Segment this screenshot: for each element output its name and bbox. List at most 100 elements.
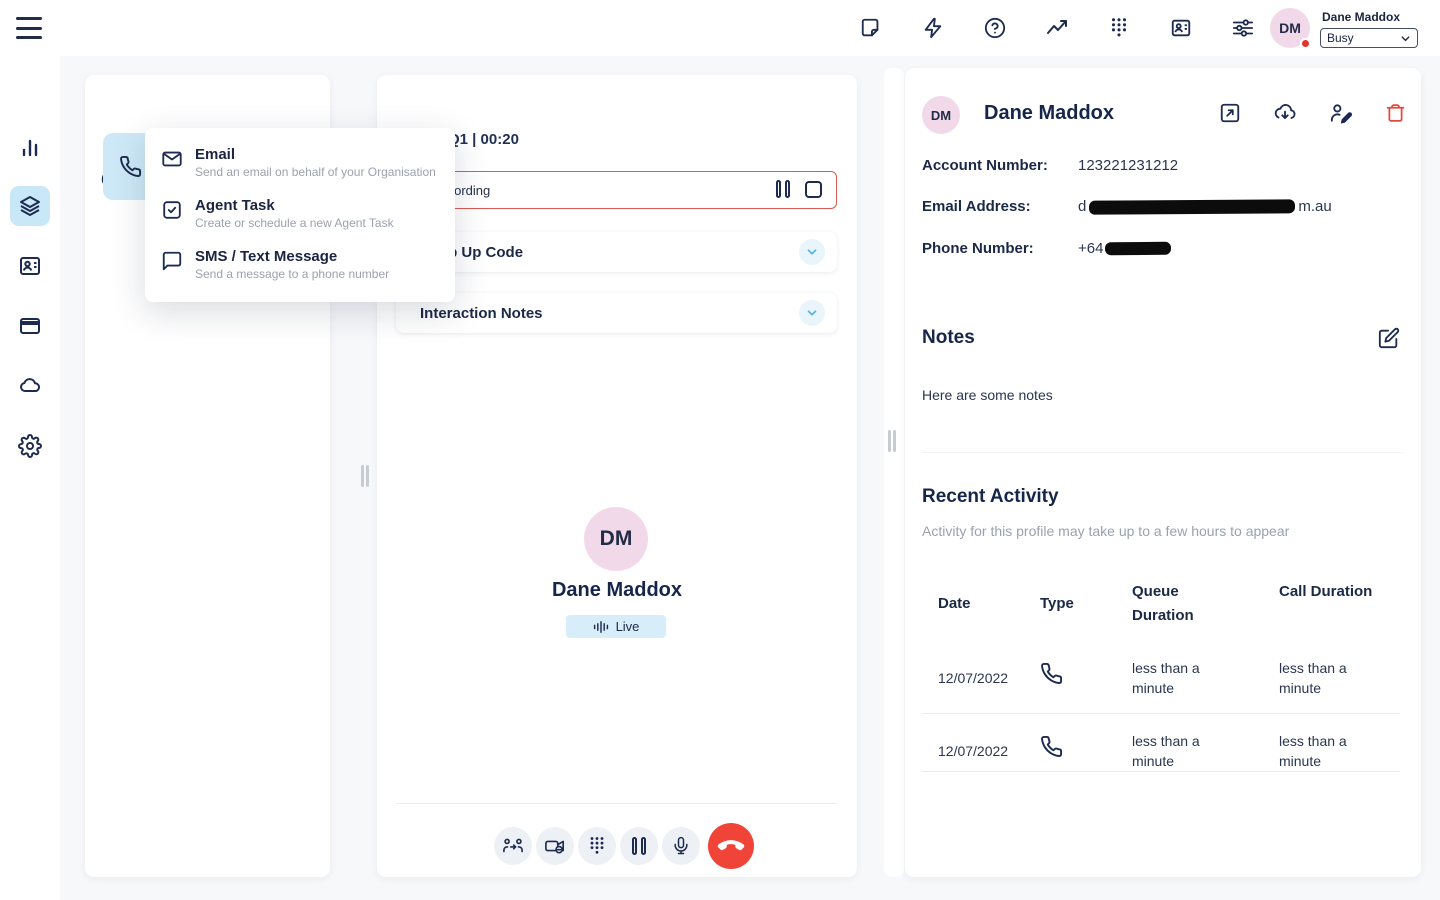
gear-icon — [18, 434, 42, 458]
pause-recording-button[interactable] — [776, 180, 790, 198]
menu-item-sms[interactable]: SMS / Text Message Send a message to a p… — [145, 239, 455, 290]
phone-call-icon — [1040, 735, 1063, 758]
menu-item-label: SMS / Text Message — [195, 248, 338, 265]
resize-handle-left[interactable] — [361, 465, 369, 487]
camera-minus-icon — [545, 840, 565, 854]
phone-number-row: Phone Number: +64 — [922, 240, 1402, 257]
column-header-date: Date — [938, 595, 971, 612]
user-name: Dane Maddox — [1322, 10, 1401, 24]
sidebar-item-contacts[interactable] — [10, 246, 50, 286]
status-select[interactable]: Busy — [1320, 28, 1418, 48]
topbar-icon-row — [859, 0, 1255, 56]
dialpad-button[interactable] — [578, 827, 616, 865]
add-task-menu: Email Send an email on behalf of your Or… — [145, 128, 455, 302]
top-bar: DM Dane Maddox Busy — [0, 0, 1440, 56]
live-badge-label: Live — [615, 619, 640, 634]
hold-call-button[interactable] — [620, 827, 658, 865]
recent-activity-subtitle: Activity for this profile may take up to… — [922, 523, 1290, 539]
wrap-up-code-accordion[interactable]: Wrap Up Code — [396, 232, 837, 272]
sidebar-item-cloud[interactable] — [10, 366, 50, 406]
phone-number-label: Phone Number: — [922, 240, 1034, 257]
edit-notes-button[interactable] — [1378, 327, 1402, 351]
presence-dot — [1300, 38, 1311, 49]
menu-item-email[interactable]: Email Send an email on behalf of your Or… — [145, 137, 455, 188]
call-contact-name: Dane Maddox — [551, 579, 683, 601]
account-number-row: Account Number: 123221231212 — [922, 157, 1402, 174]
open-external-icon — [1220, 103, 1240, 123]
menu-item-label: Email — [195, 146, 236, 163]
line-chart-icon[interactable] — [1045, 16, 1069, 40]
panel-gutter — [884, 68, 904, 877]
redaction-bar — [1089, 198, 1296, 215]
row-divider — [922, 771, 1400, 772]
email-address-row: Email Address: d m.au — [922, 198, 1402, 215]
user-edit-icon — [1330, 104, 1352, 124]
account-number-label: Account Number: — [922, 157, 1048, 174]
delete-contact-button[interactable] — [1384, 101, 1408, 125]
chevron-down-icon — [799, 239, 825, 265]
contact-card-icon[interactable] — [1169, 16, 1193, 40]
message-bubble-icon — [162, 251, 182, 271]
download-profile-button[interactable] — [1273, 101, 1297, 125]
end-call-button[interactable] — [708, 823, 754, 869]
sidebar-item-window[interactable] — [10, 306, 50, 346]
profile-actions — [1218, 101, 1408, 125]
hamburger-menu-icon[interactable] — [16, 17, 42, 39]
cloud-download-icon — [1275, 104, 1296, 119]
microphone-icon — [674, 836, 688, 855]
lightning-icon[interactable] — [921, 16, 945, 40]
phone-icon — [120, 155, 142, 177]
cloud-icon — [20, 378, 41, 392]
left-rail — [0, 56, 60, 900]
open-external-button[interactable] — [1218, 101, 1242, 125]
sliders-icon[interactable] — [1231, 16, 1255, 40]
layers-icon — [20, 196, 40, 216]
notes-content: Here are some notes — [922, 387, 1053, 403]
menu-item-label: Agent Task — [195, 197, 275, 214]
row-date: 12/07/2022 — [938, 743, 1009, 759]
help-icon[interactable] — [983, 16, 1007, 40]
user-chip: DM Dane Maddox Busy — [1270, 4, 1420, 52]
edit-icon — [1378, 327, 1400, 349]
row-call-duration: less than a minute — [1279, 660, 1347, 696]
task-check-icon — [163, 201, 181, 219]
email-address-value: d m.au — [1078, 198, 1332, 215]
email-address-label: Email Address: — [922, 198, 1031, 215]
menu-item-description: Send an email on behalf of your Organisa… — [195, 165, 436, 179]
sidebar-item-settings[interactable] — [10, 426, 50, 466]
stop-recording-button[interactable] — [805, 180, 822, 198]
note-icon[interactable] — [859, 16, 883, 40]
column-header-call-duration: Call Duration — [1279, 583, 1373, 600]
menu-item-description: Send a message to a phone number — [195, 267, 390, 281]
dialpad-icon[interactable] — [1107, 16, 1131, 40]
menu-item-description: Create or schedule a new Agent Task — [195, 216, 394, 230]
pause-icon — [632, 837, 646, 855]
bar-chart-icon — [22, 139, 38, 157]
interaction-notes-accordion[interactable]: Interaction Notes — [396, 293, 837, 333]
waveform-icon — [593, 620, 608, 633]
redaction-bar — [1105, 241, 1172, 256]
recent-activity-title: Recent Activity — [922, 486, 1059, 507]
chevron-down-icon — [799, 300, 825, 326]
camera-minus-button[interactable] — [536, 827, 574, 865]
section-divider — [922, 452, 1404, 453]
call-controls — [494, 823, 754, 869]
transfer-call-button[interactable] — [494, 827, 532, 865]
column-header-type: Type — [1040, 595, 1074, 612]
account-number-value: 123221231212 — [1078, 157, 1179, 174]
edit-contact-button[interactable] — [1329, 101, 1353, 125]
resize-handle-right[interactable] — [888, 430, 896, 452]
email-prefix: d — [1078, 198, 1087, 215]
call-contact-avatar: DM — [584, 507, 648, 571]
profile-avatar: DM — [922, 96, 960, 134]
recording-bar: Recording — [396, 171, 837, 209]
interaction-notes-label: Interaction Notes — [420, 304, 543, 322]
row-divider — [922, 713, 1400, 714]
profile-name: Dane Maddox — [984, 102, 1115, 124]
menu-item-agent-task[interactable]: Agent Task Create or schedule a new Agen… — [145, 188, 455, 239]
mute-button[interactable] — [662, 827, 700, 865]
chevron-down-icon — [1401, 35, 1410, 41]
sidebar-item-analytics[interactable] — [10, 128, 50, 168]
sidebar-item-tasks[interactable] — [10, 186, 50, 226]
contact-card-icon — [20, 257, 40, 275]
